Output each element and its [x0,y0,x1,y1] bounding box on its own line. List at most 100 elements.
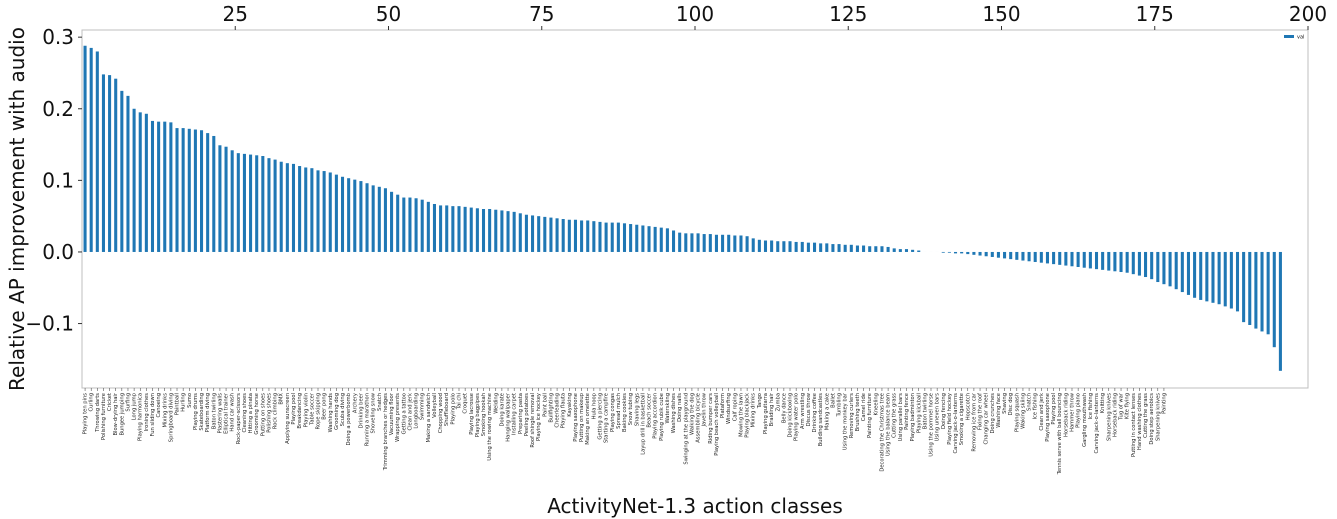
bar [592,221,596,252]
top-x-tick-label: 150 [982,2,1020,26]
bar [414,198,418,252]
bar [819,243,823,252]
category-label: Welding [493,393,499,414]
bar [212,135,216,252]
bar [739,235,743,252]
category-label: Doing fencing [941,393,947,429]
category-label: Kneeling [873,393,879,416]
bar [941,251,945,253]
category-label: Mixing drinks [751,393,757,428]
bar [917,250,921,252]
bar [776,241,780,252]
bar [334,174,338,252]
bar [359,181,363,252]
top-x-axis: 25 50 75 100 125 150 175 200 [223,2,1327,30]
bar [782,241,786,252]
bar [721,234,725,252]
bar [672,230,676,252]
category-label: Chopping wood [438,393,444,433]
bar [898,249,902,252]
bar [561,219,565,252]
bar [181,128,185,252]
category-label: Making an omelette [585,393,591,445]
bar [206,133,210,252]
bar [524,214,528,252]
bar [426,201,430,252]
category-label: Assembling bicycle [696,393,702,443]
bar [1242,251,1246,323]
category-label: Playing guitarra [763,393,769,434]
category-label: Rock-paper-scissors [236,393,242,445]
bar [610,222,614,252]
bar [1131,251,1135,275]
category-label: Bungee jumping [119,393,125,436]
bar [1211,251,1215,303]
bar [457,206,461,252]
plot-frame [81,29,1309,389]
bar [1248,251,1252,325]
category-label: Playing polo [450,393,456,425]
category-label: Playing accordion [653,393,659,439]
bar [218,145,222,252]
bar [960,251,964,254]
bar [347,178,351,252]
y-tick-label: −0.1 [25,312,74,336]
bar [984,251,988,257]
bar [439,205,443,252]
bar [947,251,951,253]
bar [267,158,271,252]
bar [1278,251,1282,371]
bar [420,199,424,252]
y-tick-label: 0.3 [42,25,74,49]
category-label: Sumo [187,393,193,408]
category-label: Baton twirling [211,393,217,429]
top-x-tick-label: 50 [376,2,401,26]
category-label: Installing carpet [512,393,518,435]
bar [555,218,559,252]
category-label: Shaving legs [634,393,640,426]
bar [1235,251,1240,312]
bar [1094,251,1099,270]
bar [236,153,240,252]
bar [598,221,602,252]
bar [340,176,345,252]
category-label: Doing crunches [990,393,996,434]
category-label: Vacuuming floor [389,392,395,435]
bar [966,251,970,255]
category-label: Playing ten pins [83,393,89,435]
bar [757,239,761,252]
category-label: Playing drums [193,393,199,430]
category-label: Using the monkey bar [843,392,849,450]
category-label: Hula hoop [591,392,597,419]
bar [837,244,841,252]
category-label: Playing violin [303,393,309,427]
bar [1003,251,1007,259]
category-label: Making a cake [824,393,830,430]
bar [365,183,369,252]
category-label: Rope skipping [316,393,322,429]
bar [1186,251,1190,295]
category-label: Mowing the lawn [738,393,744,437]
bar [1174,251,1178,290]
category-label: Fixing the roof [978,393,984,430]
bar [1205,251,1209,302]
bar [322,171,326,252]
bar [108,75,112,252]
category-label: Starting a campfire [604,393,610,443]
category-label: Javelin throw [702,392,708,427]
bar [622,223,627,252]
category-label: Painting fence [904,393,910,430]
bar [1101,251,1105,270]
category-label: Playing ice hockey [536,393,542,441]
bar [1015,251,1019,260]
category-label: Throwing darts [95,393,101,433]
bar [475,208,479,252]
top-x-tick-label: 25 [223,2,248,26]
category-label: Snatch [1027,393,1033,411]
bar [1058,251,1062,265]
bar [641,225,645,252]
bar [1045,251,1049,264]
category-label: Long jump [132,392,138,420]
category-label: Elliptical trainer [224,392,230,434]
